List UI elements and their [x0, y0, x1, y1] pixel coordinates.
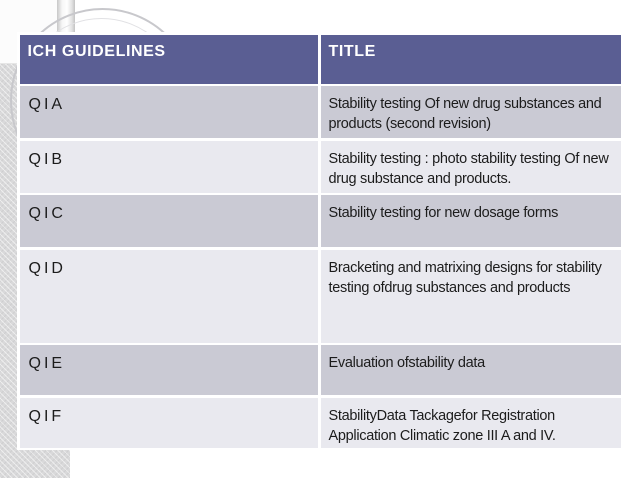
table-row-title: Stability testing : photo stability test…: [320, 140, 621, 193]
table-row-title: StabilityData Tackagefor Registration Ap…: [320, 397, 621, 448]
table-row-guideline: QIF: [19, 397, 318, 448]
column-header-title: TITLE: [320, 34, 621, 84]
table-row-title: Stability testing for new dosage forms: [320, 195, 621, 247]
table-row-guideline: QID: [19, 249, 318, 343]
table-row-guideline: QIE: [19, 345, 318, 395]
ich-guidelines-table: ICH GUIDELINES TITLE QIA Stability testi…: [17, 32, 623, 450]
table-row-guideline: QIA: [19, 86, 318, 138]
table-row-title: Evaluation ofstability data: [320, 345, 621, 395]
table-row-title: Stability testing Of new drug substances…: [320, 86, 621, 138]
table-row-guideline: QIC: [19, 195, 318, 247]
table-row-guideline: QIB: [19, 140, 318, 193]
column-header-ich-guidelines: ICH GUIDELINES: [19, 34, 318, 84]
table-row-title: Bracketing and matrixing designs for sta…: [320, 249, 621, 343]
